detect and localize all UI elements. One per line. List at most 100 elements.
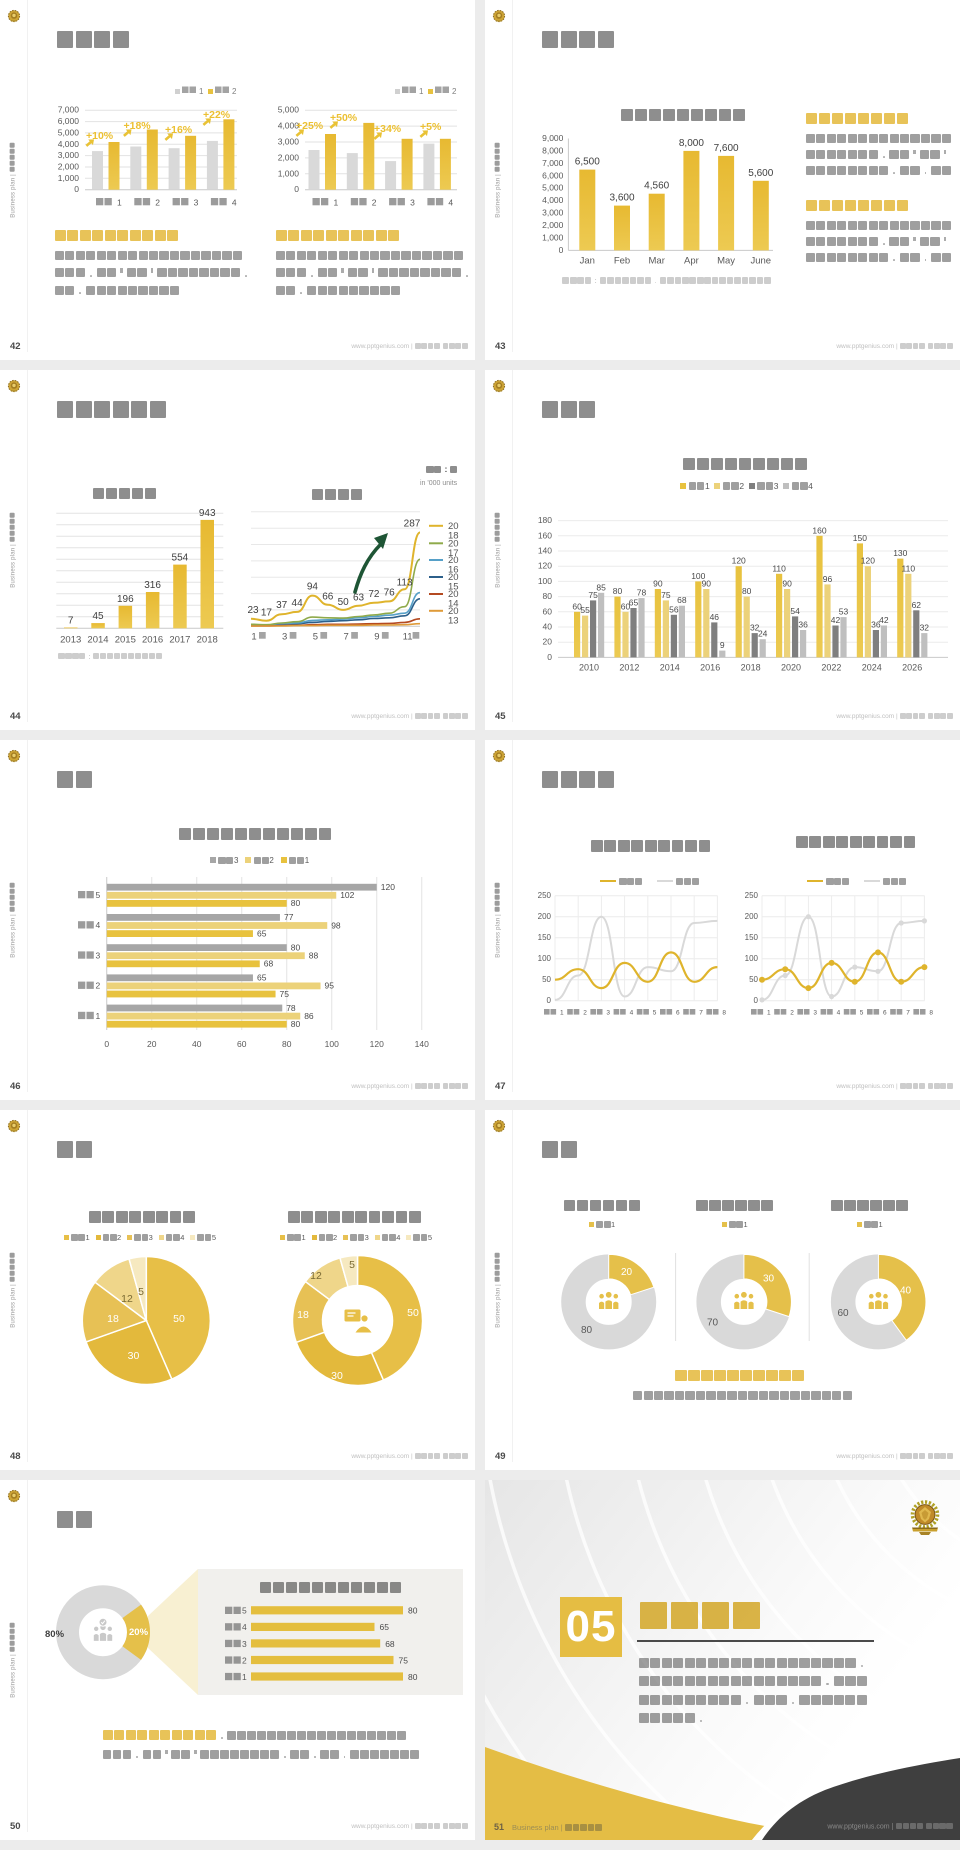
svg-text:1: 1 — [251, 632, 256, 643]
svg-text:65: 65 — [257, 928, 267, 938]
svg-text:14: 14 — [448, 598, 459, 609]
svg-text:7,000: 7,000 — [58, 105, 80, 115]
svg-text:78: 78 — [637, 588, 647, 598]
svg-text:20: 20 — [448, 538, 459, 549]
svg-text:4: 4 — [96, 920, 101, 930]
svg-text:68: 68 — [264, 959, 274, 969]
svg-text:37: 37 — [276, 600, 288, 611]
svg-text:+50%: +50% — [330, 112, 358, 124]
svg-text:250: 250 — [745, 891, 759, 900]
svg-text:30: 30 — [763, 1274, 775, 1285]
svg-text:5: 5 — [242, 1606, 247, 1616]
svg-text:50: 50 — [338, 597, 350, 608]
svg-text:70: 70 — [707, 1318, 719, 1329]
svg-text:0: 0 — [104, 1039, 109, 1049]
svg-text:66: 66 — [322, 592, 334, 603]
svg-text:1,000: 1,000 — [58, 173, 80, 183]
svg-text:113: 113 — [397, 577, 413, 588]
svg-text:2016: 2016 — [142, 634, 163, 645]
svg-text:0: 0 — [294, 184, 299, 194]
svg-text:62: 62 — [912, 600, 922, 610]
svg-text:287: 287 — [404, 519, 421, 530]
svg-text:160: 160 — [812, 525, 826, 535]
svg-text:9: 9 — [720, 640, 725, 650]
svg-text:50: 50 — [542, 975, 551, 984]
svg-text:+22%: +22% — [203, 109, 231, 121]
svg-text:7,000: 7,000 — [542, 158, 564, 168]
svg-text:2013: 2013 — [60, 634, 81, 645]
svg-text:5,000: 5,000 — [58, 127, 80, 137]
svg-text:5: 5 — [349, 1259, 355, 1271]
svg-text:77: 77 — [284, 912, 294, 922]
svg-text:120: 120 — [370, 1039, 384, 1049]
svg-text:18: 18 — [107, 1313, 119, 1325]
svg-text:200: 200 — [745, 912, 759, 921]
svg-text:102: 102 — [340, 890, 354, 900]
svg-text:88: 88 — [309, 951, 319, 961]
svg-text:56: 56 — [669, 604, 679, 614]
svg-text:8: 8 — [722, 1010, 726, 1017]
svg-text:2015: 2015 — [115, 634, 136, 645]
svg-text:6,500: 6,500 — [575, 157, 600, 168]
svg-text:9,000: 9,000 — [542, 133, 564, 143]
svg-text:7,600: 7,600 — [714, 143, 739, 154]
svg-text:20: 20 — [621, 1267, 633, 1278]
svg-text:3: 3 — [410, 198, 415, 208]
svg-text:50: 50 — [749, 975, 758, 984]
svg-text:250: 250 — [538, 891, 552, 900]
svg-text:2: 2 — [790, 1010, 794, 1017]
svg-text:17: 17 — [448, 548, 459, 559]
svg-text:100: 100 — [745, 954, 759, 963]
svg-text:+34%: +34% — [374, 123, 402, 135]
svg-text:94: 94 — [307, 582, 319, 593]
svg-text:7: 7 — [699, 1010, 703, 1017]
svg-text:150: 150 — [538, 933, 552, 942]
svg-text:3,000: 3,000 — [542, 208, 564, 218]
svg-text:0: 0 — [559, 245, 564, 255]
svg-text:4,560: 4,560 — [644, 181, 669, 192]
svg-text:0: 0 — [547, 996, 552, 1005]
svg-text:80: 80 — [408, 1606, 418, 1616]
svg-text:120: 120 — [732, 556, 746, 566]
svg-text:46: 46 — [710, 612, 720, 622]
svg-text:120: 120 — [538, 561, 552, 571]
svg-text:60: 60 — [572, 601, 582, 611]
svg-text:7: 7 — [68, 616, 74, 627]
svg-text:8,000: 8,000 — [679, 138, 704, 149]
svg-text:80: 80 — [291, 1019, 301, 1029]
svg-text:20: 20 — [448, 521, 459, 532]
svg-text:80: 80 — [408, 1672, 418, 1682]
svg-text:100: 100 — [538, 954, 552, 963]
svg-text:3: 3 — [606, 1010, 610, 1017]
svg-text:2: 2 — [96, 981, 101, 991]
svg-text:+10%: +10% — [86, 130, 114, 142]
svg-text:4,000: 4,000 — [58, 139, 80, 149]
svg-text:3: 3 — [194, 198, 199, 208]
svg-text:+18%: +18% — [124, 120, 152, 132]
svg-text:5: 5 — [96, 890, 101, 900]
svg-text:80: 80 — [613, 586, 623, 596]
svg-text:3: 3 — [96, 950, 101, 960]
svg-text:7: 7 — [906, 1010, 910, 1017]
svg-text:20: 20 — [448, 606, 459, 617]
svg-text:140: 140 — [415, 1039, 429, 1049]
svg-text:12: 12 — [121, 1293, 133, 1305]
svg-text:11: 11 — [403, 632, 413, 643]
svg-text:72: 72 — [368, 589, 380, 600]
svg-text:13: 13 — [448, 615, 459, 626]
svg-text:20: 20 — [543, 637, 553, 647]
svg-text:5,600: 5,600 — [748, 168, 773, 179]
svg-text:5: 5 — [138, 1286, 144, 1298]
svg-text:95: 95 — [325, 981, 335, 991]
svg-text:40: 40 — [543, 622, 553, 632]
svg-text:3,000: 3,000 — [58, 150, 80, 160]
svg-text:2: 2 — [372, 198, 377, 208]
svg-text:3,000: 3,000 — [278, 137, 300, 147]
svg-text:60: 60 — [237, 1039, 247, 1049]
svg-text:6: 6 — [676, 1010, 680, 1017]
svg-text:150: 150 — [853, 533, 867, 543]
svg-text:2026: 2026 — [902, 662, 922, 672]
svg-text:150: 150 — [745, 933, 759, 942]
svg-text:1: 1 — [199, 87, 204, 96]
svg-text:60: 60 — [838, 1308, 850, 1319]
